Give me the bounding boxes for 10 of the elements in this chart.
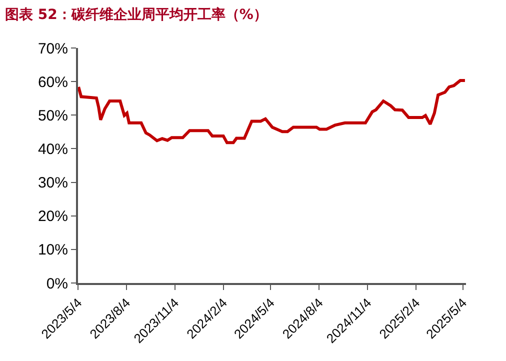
y-tick-label: 30% [38,174,68,192]
chart-title: 图表 52：碳纤维企业周平均开工率（%） [5,6,268,23]
y-tick-label: 20% [38,208,68,226]
y-tick-label: 40% [38,140,68,158]
y-tick-label: 60% [38,74,68,91]
y-tick-label: 70% [38,40,68,58]
y-tick-label: 10% [38,242,68,259]
line-series [78,79,466,144]
y-tick-label: 50% [38,107,68,124]
y-tick-label: 0% [46,275,68,292]
